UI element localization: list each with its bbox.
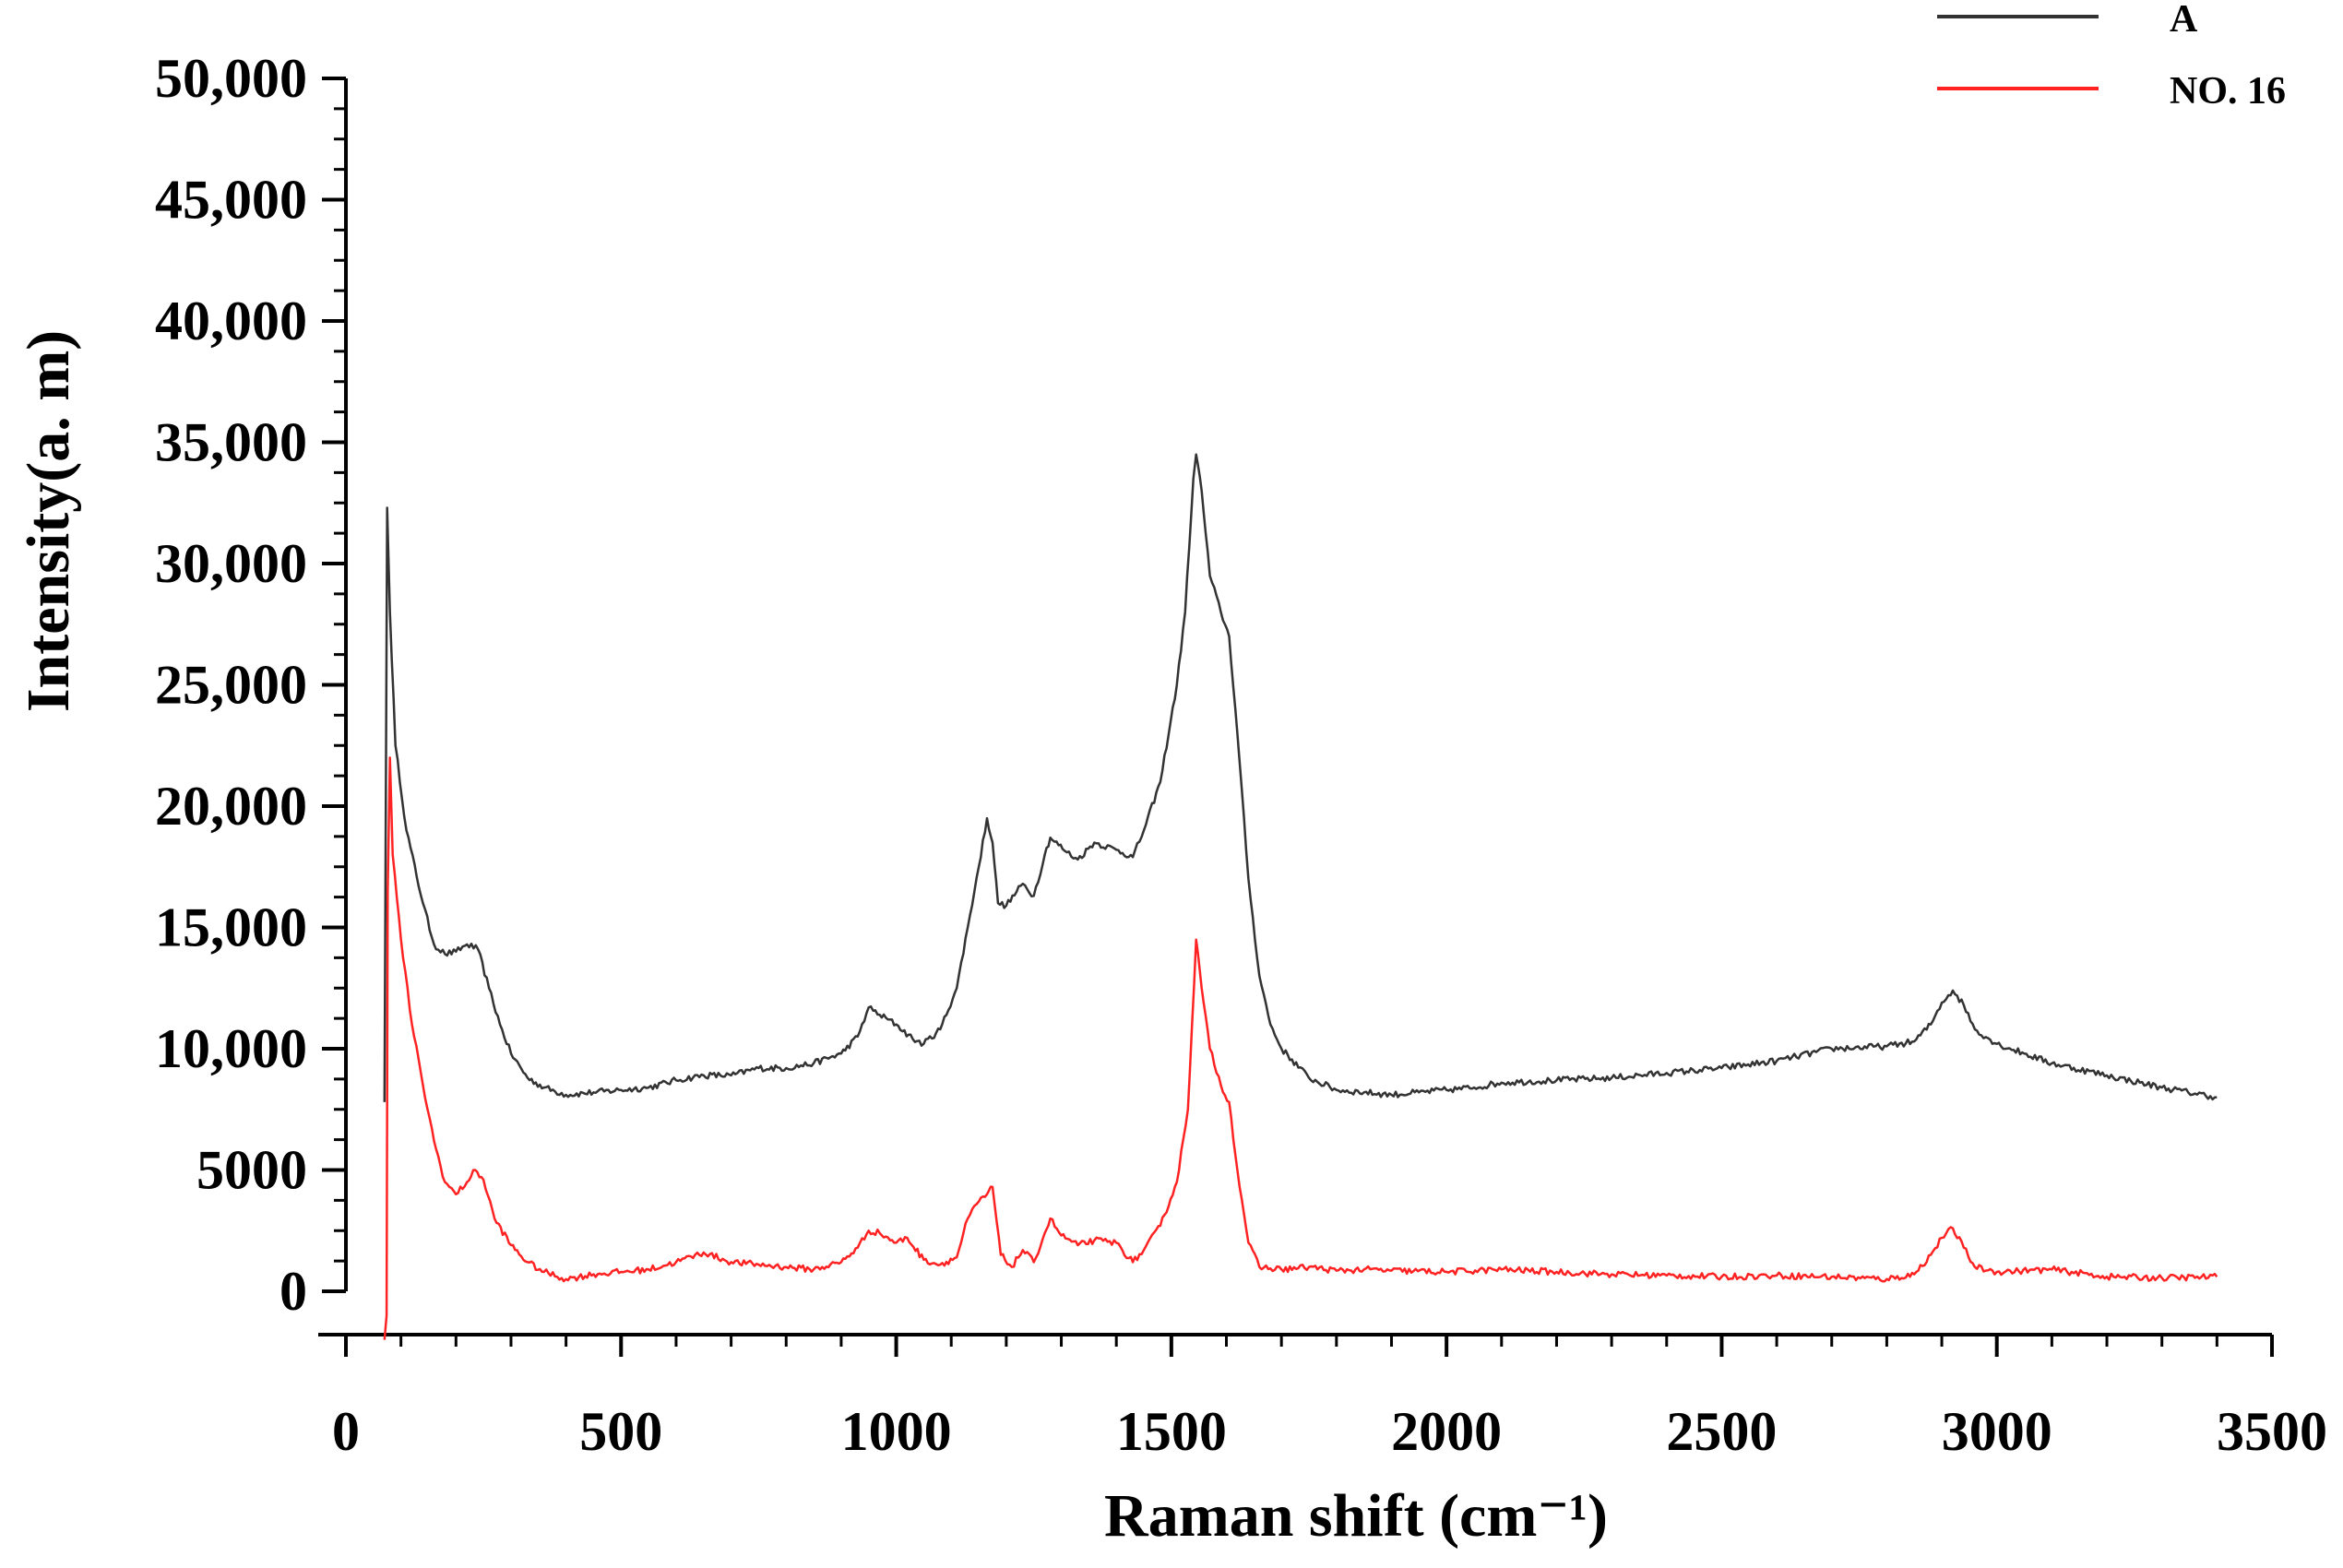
y-tick-label: 10,000 xyxy=(155,1018,307,1079)
series-layer xyxy=(383,453,2218,1340)
x-tick-label: 2500 xyxy=(1666,1401,1777,1462)
axes: 0500010,00015,00020,00025,00030,00035,00… xyxy=(155,48,2327,1462)
x-tick-label: 500 xyxy=(579,1401,662,1462)
y-axis-title: Intensity(a. m) xyxy=(15,330,82,712)
series-line-a xyxy=(383,453,2218,1102)
y-tick-label: 5000 xyxy=(196,1140,307,1201)
legend-label: A xyxy=(2170,0,2198,41)
x-tick-label: 3500 xyxy=(2217,1401,2327,1462)
x-tick-label: 1000 xyxy=(841,1401,952,1462)
y-tick-label: 15,000 xyxy=(155,897,307,958)
series-line-no-16 xyxy=(383,756,2218,1340)
legend: A NO. 16 xyxy=(1937,0,2286,113)
legend-label: NO. 16 xyxy=(2170,70,2286,113)
y-tick-label: 25,000 xyxy=(155,655,307,716)
y-tick-label: 20,000 xyxy=(155,776,307,837)
x-tick-label: 0 xyxy=(332,1401,360,1462)
x-axis-title: Raman shift (cm⁻¹) xyxy=(1104,1482,1608,1550)
y-tick-label: 35,000 xyxy=(155,412,307,473)
x-tick-label: 2000 xyxy=(1391,1401,1502,1462)
y-tick-label: 50,000 xyxy=(155,48,307,109)
x-tick-label: 3000 xyxy=(1942,1401,2052,1462)
y-tick-label: 45,000 xyxy=(155,170,307,231)
y-tick-label: 0 xyxy=(279,1261,307,1322)
x-tick-label: 1500 xyxy=(1116,1401,1227,1462)
y-tick-label: 30,000 xyxy=(155,533,307,594)
y-tick-label: 40,000 xyxy=(155,291,307,351)
